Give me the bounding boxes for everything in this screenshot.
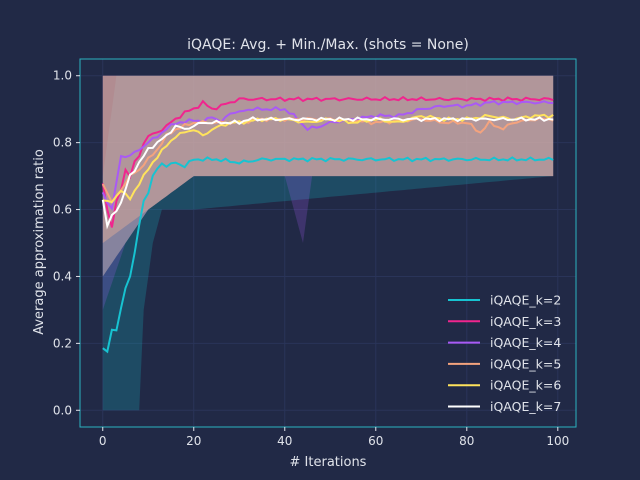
x-tick-label: 100 xyxy=(546,434,569,448)
x-axis-label: # Iterations xyxy=(290,455,367,470)
legend-label: iQAQE_k=2 xyxy=(490,293,561,308)
y-tick-label: 0.6 xyxy=(53,203,72,217)
y-tick-label: 0.2 xyxy=(53,336,72,350)
chart-title: iQAQE: Avg. + Min./Max. (shots = None) xyxy=(187,37,469,53)
series-lines xyxy=(101,95,554,354)
y-tick-label: 0.0 xyxy=(53,403,72,417)
series-line-iQAQE_k=4 xyxy=(101,100,554,211)
y-axis-label: Average approximation ratio xyxy=(32,149,47,335)
series-band-iQAQE_k=7 xyxy=(102,75,554,277)
axis-ticks: 0 20 40 60 80 100 0.0 0.2 0.4 0.6 0.8 1.0 xyxy=(53,69,569,448)
series-line-iQAQE_k=2 xyxy=(102,156,554,354)
legend-label: iQAQE_k=3 xyxy=(490,314,561,329)
y-tick-label: 1.0 xyxy=(53,69,72,83)
legend-label: iQAQE_k=5 xyxy=(490,356,561,371)
x-tick-label: 0 xyxy=(99,434,107,448)
series-line-iQAQE_k=7 xyxy=(101,116,554,230)
y-tick-label: 0.8 xyxy=(53,136,72,150)
series-band-iQAQE_k=5 xyxy=(102,75,554,277)
y-tick-label: 0.4 xyxy=(53,269,72,283)
x-tick-label: 40 xyxy=(277,434,292,448)
legend-label: iQAQE_k=4 xyxy=(490,335,561,350)
series-line-iQAQE_k=3 xyxy=(101,95,554,228)
x-tick-label: 60 xyxy=(368,434,383,448)
axes-frame xyxy=(79,58,577,428)
legend: iQAQE_k=2 iQAQE_k=3 iQAQE_k=4 iQAQE_k=5 iQAQ… xyxy=(448,293,561,414)
legend-label: iQAQE_k=6 xyxy=(490,378,561,393)
x-tick-label: 80 xyxy=(459,434,474,448)
series-band-iQAQE_k=4 xyxy=(102,75,554,310)
legend-label: iQAQE_k=7 xyxy=(490,399,561,414)
x-tick-label: 20 xyxy=(186,434,201,448)
